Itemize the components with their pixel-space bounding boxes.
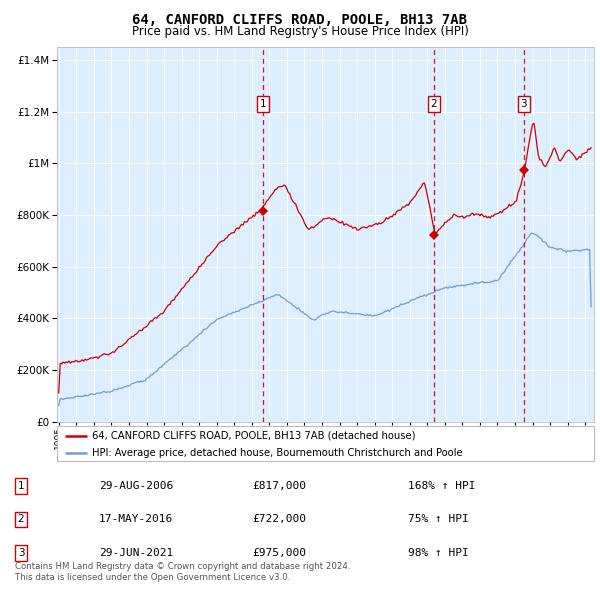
Text: 29-AUG-2006: 29-AUG-2006 (99, 481, 173, 491)
Text: 3: 3 (17, 548, 25, 558)
Text: HPI: Average price, detached house, Bournemouth Christchurch and Poole: HPI: Average price, detached house, Bour… (92, 448, 463, 457)
Text: £722,000: £722,000 (252, 514, 306, 525)
Text: 2: 2 (17, 514, 25, 525)
Text: 3: 3 (520, 99, 527, 109)
Text: 1: 1 (260, 99, 266, 109)
Text: 29-JUN-2021: 29-JUN-2021 (99, 548, 173, 558)
Text: £975,000: £975,000 (252, 548, 306, 558)
Text: 98% ↑ HPI: 98% ↑ HPI (408, 548, 469, 558)
Text: 75% ↑ HPI: 75% ↑ HPI (408, 514, 469, 525)
Text: 2: 2 (431, 99, 437, 109)
Text: 64, CANFORD CLIFFS ROAD, POOLE, BH13 7AB: 64, CANFORD CLIFFS ROAD, POOLE, BH13 7AB (133, 13, 467, 27)
Text: 168% ↑ HPI: 168% ↑ HPI (408, 481, 476, 491)
Text: Price paid vs. HM Land Registry's House Price Index (HPI): Price paid vs. HM Land Registry's House … (131, 25, 469, 38)
Text: £817,000: £817,000 (252, 481, 306, 491)
Text: 1: 1 (17, 481, 25, 491)
Text: 64, CANFORD CLIFFS ROAD, POOLE, BH13 7AB (detached house): 64, CANFORD CLIFFS ROAD, POOLE, BH13 7AB… (92, 431, 415, 441)
Text: Contains HM Land Registry data © Crown copyright and database right 2024.
This d: Contains HM Land Registry data © Crown c… (15, 562, 350, 582)
FancyBboxPatch shape (57, 426, 594, 461)
Text: 17-MAY-2016: 17-MAY-2016 (99, 514, 173, 525)
